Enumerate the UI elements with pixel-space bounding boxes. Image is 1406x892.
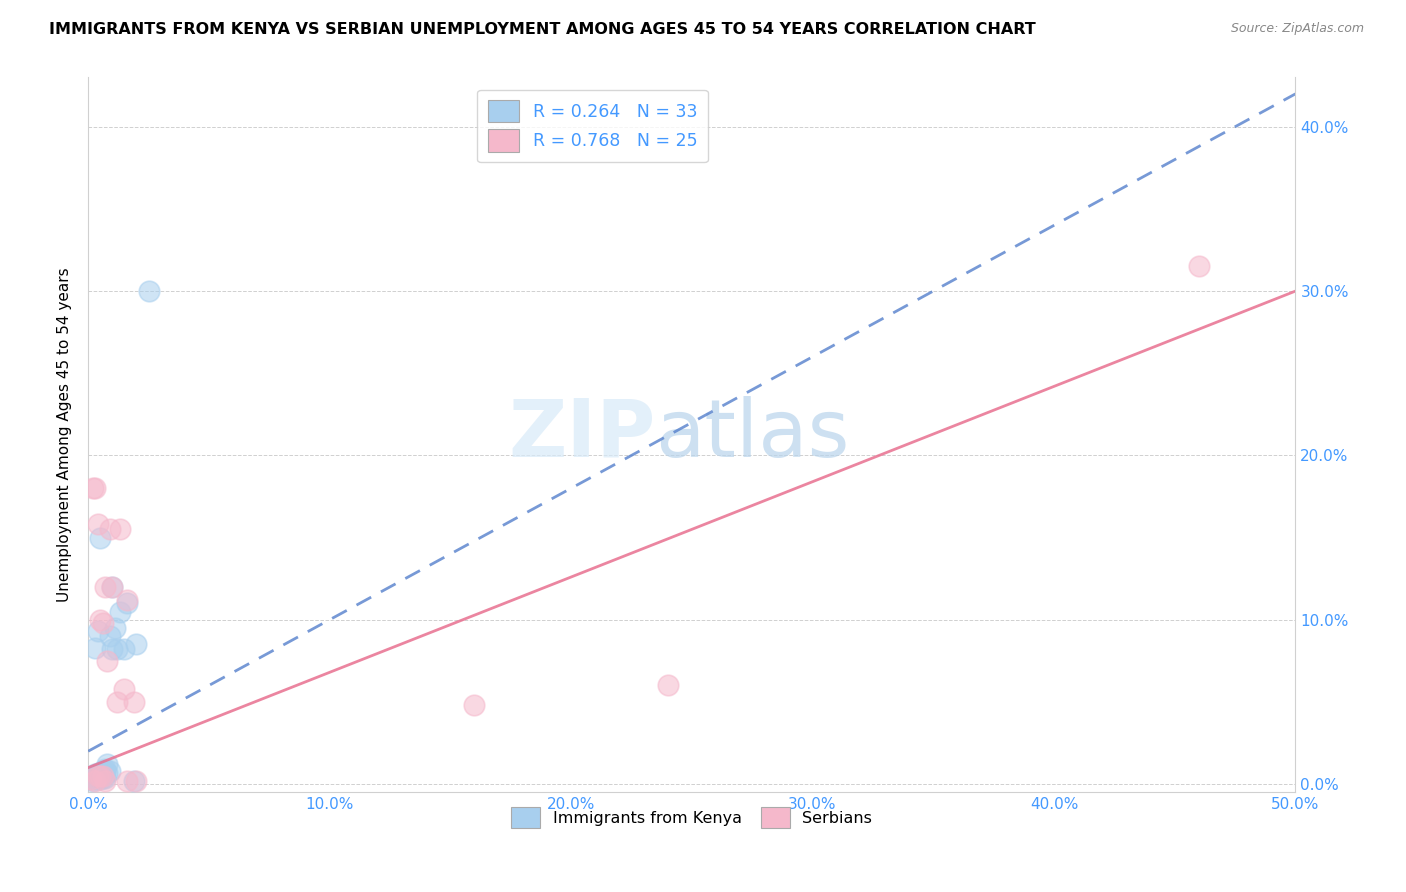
Point [101, 580, 124, 594]
Point [84, 767, 107, 781]
Point [138, 284, 160, 298]
Point [91, 771, 114, 785]
Point [91, 764, 114, 778]
Point [89, 765, 111, 780]
Point [84, 772, 107, 786]
Point [112, 642, 135, 657]
Point [122, 773, 145, 788]
Legend: Immigrants from Kenya, Serbians: Immigrants from Kenya, Serbians [505, 801, 879, 834]
Point [1188, 260, 1211, 274]
Point [94, 580, 117, 594]
Point [87, 517, 110, 532]
Text: Source: ZipAtlas.com: Source: ZipAtlas.com [1230, 22, 1364, 36]
Point [89, 765, 111, 780]
Point [105, 642, 128, 657]
Text: IMMIGRANTS FROM KENYA VS SERBIAN UNEMPLOYMENT AMONG AGES 45 TO 54 YEARS CORRELAT: IMMIGRANTS FROM KENYA VS SERBIAN UNEMPLO… [49, 22, 1036, 37]
Point [82, 481, 104, 495]
Point [108, 522, 131, 536]
Point [87, 624, 110, 639]
Point [101, 642, 124, 657]
Point [84, 481, 107, 495]
Point [94, 764, 117, 778]
Point [79, 772, 101, 786]
Point [125, 773, 148, 788]
Point [96, 765, 118, 780]
Point [91, 769, 114, 783]
Text: atlas: atlas [655, 396, 851, 474]
Point [98, 522, 121, 536]
Y-axis label: Unemployment Among Ages 45 to 54 years: Unemployment Among Ages 45 to 54 years [58, 268, 72, 602]
Point [79, 772, 101, 786]
Point [463, 698, 485, 713]
Point [82, 769, 104, 783]
Point [115, 593, 138, 607]
Point [122, 695, 145, 709]
Point [96, 757, 118, 772]
Point [94, 762, 117, 776]
Point [115, 596, 138, 610]
Point [94, 771, 117, 785]
Point [89, 769, 111, 783]
Point [108, 605, 131, 619]
Point [115, 773, 138, 788]
Point [104, 621, 127, 635]
Point [89, 531, 111, 545]
Point [101, 580, 124, 594]
Point [89, 613, 111, 627]
Point [98, 764, 121, 778]
Point [87, 771, 110, 785]
Point [91, 764, 114, 778]
Point [657, 678, 679, 692]
Point [125, 637, 148, 651]
Point [98, 629, 121, 643]
Point [87, 765, 110, 780]
Point [112, 681, 135, 696]
Text: ZIP: ZIP [509, 396, 655, 474]
Point [94, 773, 117, 788]
Point [89, 772, 111, 786]
Point [87, 769, 110, 783]
Point [84, 773, 107, 788]
Point [84, 640, 107, 655]
Point [105, 695, 128, 709]
Point [91, 615, 114, 630]
Point [96, 654, 118, 668]
Point [82, 773, 104, 788]
